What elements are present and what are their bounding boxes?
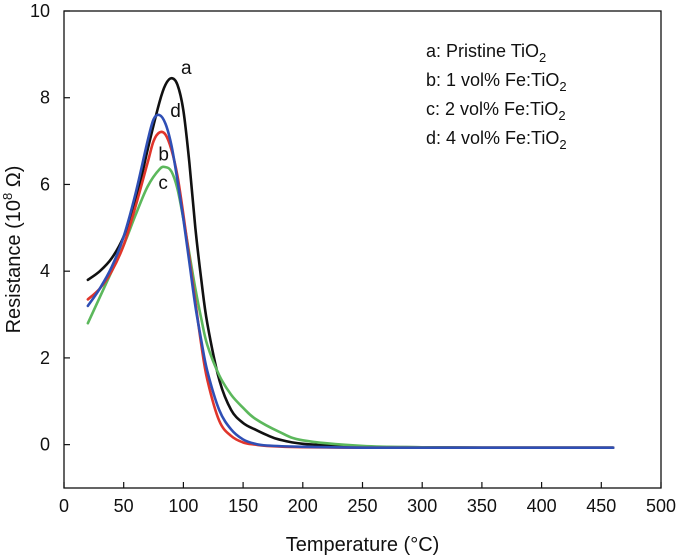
curve-label-b: b bbox=[158, 145, 169, 166]
legend-entry-text: a: Pristine TiO bbox=[426, 41, 539, 61]
y-axis-title-superscript: 8 bbox=[0, 193, 15, 200]
x-tick-label: 200 bbox=[288, 496, 318, 516]
y-axis-title-main: Resistance (10 bbox=[3, 200, 25, 333]
plot-frame bbox=[63, 10, 662, 489]
x-tick-label: 250 bbox=[347, 496, 377, 516]
y-tick-label: 2 bbox=[40, 348, 50, 368]
y-tick-label: 0 bbox=[40, 435, 50, 455]
legend-entry-subscript: 2 bbox=[559, 137, 566, 152]
series-layer bbox=[86, 76, 615, 450]
legend-entry-a: a: Pristine TiO2 bbox=[426, 41, 546, 65]
legend-entry-b: b: 1 vol% Fe:TiO2 bbox=[426, 70, 567, 94]
x-tick-label: 150 bbox=[228, 496, 258, 516]
x-tick-label: 100 bbox=[168, 496, 198, 516]
x-axis-title: Temperature (°C) bbox=[286, 534, 440, 556]
legend-entry-subscript: 2 bbox=[558, 108, 565, 123]
y-tick-label: 8 bbox=[40, 88, 50, 108]
legend-entry-d: d: 4 vol% Fe:TiO2 bbox=[426, 128, 567, 152]
x-tick-label: 400 bbox=[527, 496, 557, 516]
legend-entry-text: d: 4 vol% Fe:TiO bbox=[426, 128, 559, 148]
y-axis: 0 2 4 6 8 10 bbox=[30, 1, 70, 455]
legend-entry-text: c: 2 vol% Fe:TiO bbox=[426, 99, 558, 119]
curve-label-d: d bbox=[170, 101, 181, 122]
y-axis-title: Resistance (108 Ω) bbox=[0, 166, 25, 334]
legend-entry-subscript: 2 bbox=[559, 79, 566, 94]
plot-border bbox=[63, 10, 662, 489]
x-tick-label: 50 bbox=[114, 496, 134, 516]
legend-entry-text: b: 1 vol% Fe:TiO bbox=[426, 70, 559, 90]
x-tick-label: 450 bbox=[586, 496, 616, 516]
y-axis-title-tail: Ω) bbox=[3, 166, 25, 193]
x-tick-label: 500 bbox=[646, 496, 676, 516]
x-tick-label: 0 bbox=[59, 496, 69, 516]
curve-label-c: c bbox=[158, 173, 168, 194]
x-tick-label: 300 bbox=[407, 496, 437, 516]
curve-labels: a bc d bbox=[158, 58, 192, 194]
legend-entry-c: c: 2 vol% Fe:TiO2 bbox=[426, 99, 566, 123]
y-tick-label: 4 bbox=[40, 261, 50, 281]
curve-label-a: a bbox=[181, 58, 192, 79]
legend-entry-subscript: 2 bbox=[539, 50, 546, 65]
series-line-d bbox=[86, 113, 615, 450]
x-axis: 0 50 100 150 200 250 300 350 400 450 500 bbox=[59, 482, 676, 516]
y-tick-label: 6 bbox=[40, 174, 50, 194]
series-line-c bbox=[86, 165, 615, 450]
x-tick-label: 350 bbox=[467, 496, 497, 516]
y-tick-label: 10 bbox=[30, 1, 50, 21]
